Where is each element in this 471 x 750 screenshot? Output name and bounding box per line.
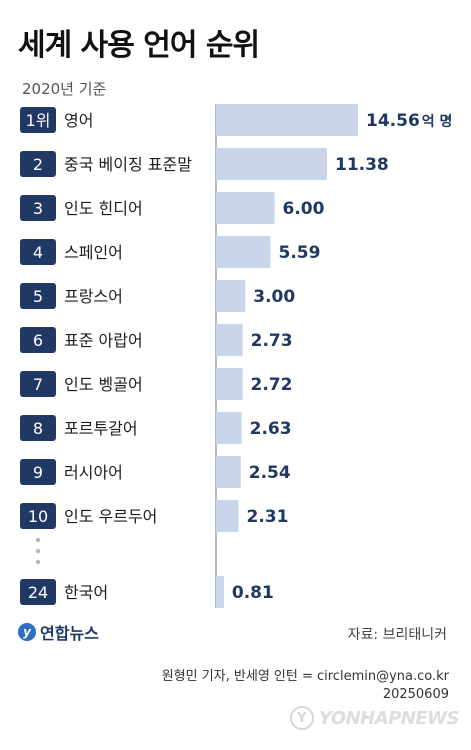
value-label: 3.00 [253, 287, 295, 307]
rank-label: 10 [28, 507, 48, 526]
value-label: 2.72 [251, 375, 293, 395]
chart-subtitle: 2020년 기준 [22, 80, 107, 98]
bar-row: 6 표준 아랍어 2.73 [20, 324, 293, 356]
value-label: 11.38 [335, 155, 389, 175]
watermark: Y YONHAPNEWS [289, 706, 460, 730]
value-label: 14.56 억 명 [366, 111, 452, 131]
rank-badge [20, 107, 56, 133]
value-label: 2.54 [249, 463, 291, 483]
bar [216, 456, 241, 488]
yonhap-logo-icon: y [18, 623, 36, 641]
rank-label: 2 [33, 155, 43, 174]
rank-badge [20, 239, 56, 265]
credit-line: 원형민 기자, 반세영 인턴 = circlemin@yna.co.kr [161, 669, 449, 684]
language-label: 중국 베이징 표준말 [64, 155, 192, 174]
language-label: 영어 [64, 111, 93, 130]
language-label: 러시아어 [64, 463, 123, 482]
bar-row: 1위 영어 14.56 억 명 [20, 104, 452, 136]
yonhap-watermark-icon: Y [289, 706, 314, 730]
bar-row: 2 중국 베이징 표준말 11.38 [20, 148, 389, 180]
rank-badge [20, 371, 56, 397]
bar [216, 324, 243, 356]
ellipsis-dot [35, 548, 41, 554]
bar-chart: 1위 영어 14.56 억 명 2 중국 베이징 표준말 11.38 3 인도 힌디어 6.00 4… [20, 104, 452, 608]
bar-row: 4 스페인어 5.59 [20, 236, 320, 268]
yonhap-logo: y 연합뉴스 [18, 620, 99, 644]
bar [216, 576, 224, 608]
rank-badge [20, 151, 56, 177]
rank-label: 7 [33, 375, 43, 394]
bar [216, 280, 246, 312]
bar [216, 412, 242, 444]
value-label: 6.00 [283, 199, 325, 219]
rank-label: 9 [33, 463, 43, 482]
bar [216, 148, 327, 180]
bar-row: 3 인도 힌디어 6.00 [20, 192, 325, 224]
language-label: 인도 힌디어 [64, 199, 143, 218]
language-label: 프랑스어 [64, 287, 123, 306]
language-label: 스페인어 [64, 243, 123, 262]
chart-title: 세계 사용 언어 순위 [18, 28, 260, 63]
rank-badge [20, 195, 56, 221]
bar-row: 8 포르투갈어 2.63 [20, 412, 292, 444]
ellipsis-dot [35, 537, 41, 543]
bar-row: 7 인도 벵골어 2.72 [20, 368, 292, 400]
bar-row: 9 러시아어 2.54 [20, 456, 291, 488]
rank-label: 5 [33, 287, 43, 306]
bar [216, 368, 243, 400]
rank-label: 24 [28, 583, 48, 602]
value-label: 2.31 [247, 507, 289, 527]
language-label: 인도 우르두어 [64, 507, 157, 526]
credit-block: 원형민 기자, 반세영 인턴 = circlemin@yna.co.kr 202… [162, 668, 449, 704]
watermark-text: YONHAPNEWS [318, 707, 460, 729]
rank-badge [20, 415, 56, 441]
bar [216, 192, 275, 224]
bar-row: 24 한국어 0.81 [20, 576, 274, 608]
bar-row: 5 프랑스어 3.00 [20, 280, 295, 312]
language-label: 포르투갈어 [64, 419, 138, 438]
logo-text: 연합뉴스 [40, 624, 99, 643]
unit-label: 억 명 [422, 113, 453, 130]
language-label: 인도 벵골어 [64, 375, 143, 394]
value-label: 0.81 [232, 583, 274, 603]
rank-label: 4 [33, 243, 43, 262]
ellipsis-dot [35, 559, 41, 565]
bar [216, 236, 271, 268]
source-note: 자료: 브리태니커 [347, 627, 447, 643]
language-label: 한국어 [64, 583, 108, 602]
rank-label: 1위 [26, 111, 51, 130]
bar [216, 104, 358, 136]
bar [216, 500, 239, 532]
rank-badge [20, 283, 56, 309]
bar-row: 10 인도 우르두어 2.31 [20, 500, 288, 532]
rank-badge [20, 579, 56, 605]
language-label: 표준 아랍어 [64, 331, 143, 350]
value-label: 2.63 [250, 419, 292, 439]
rank-label: 6 [33, 331, 43, 350]
rank-badge [20, 503, 56, 529]
credit-date: 20250609 [382, 687, 449, 702]
rank-label: 8 [33, 419, 43, 438]
rank-label: 3 [33, 199, 43, 218]
value-label: 5.59 [279, 243, 321, 263]
rank-badge [20, 459, 56, 485]
value-label: 2.73 [251, 331, 293, 351]
rank-badge [20, 327, 56, 353]
